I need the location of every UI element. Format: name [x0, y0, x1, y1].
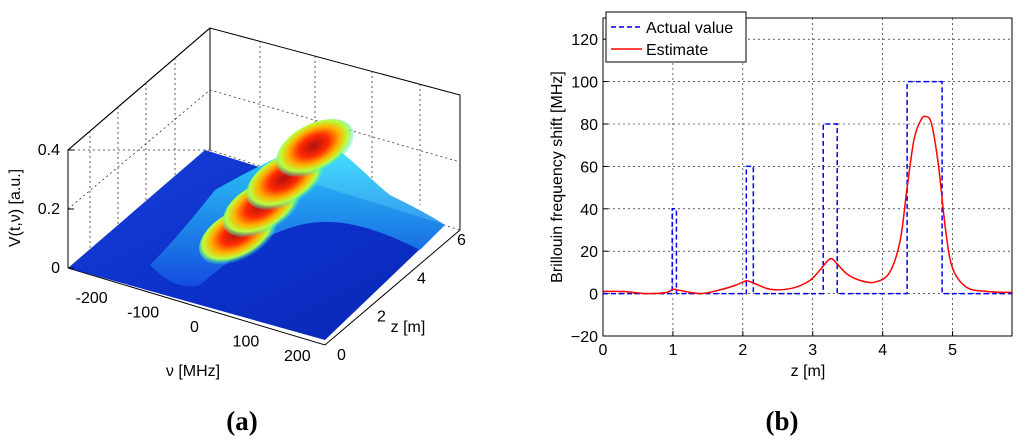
y-tick-label: 0 [589, 287, 598, 304]
surface-xlabel: ν [MHz] [166, 363, 220, 380]
legend-label-estimate: Estimate [646, 42, 708, 59]
v-tick-label: 0.4 [38, 142, 60, 159]
legend: Actual value Estimate [605, 11, 747, 63]
z-tick-label: 6 [457, 232, 466, 249]
plot-xlabel: z [m] [791, 363, 826, 380]
nu-tick-labels: -200 -100 0 100 200 [76, 290, 311, 365]
z-tick-label: 0 [337, 347, 346, 364]
y-tick-label: 100 [571, 75, 598, 92]
legend-box [605, 11, 747, 63]
y-tick-label: 120 [571, 32, 598, 49]
z-tick-label: 2 [377, 309, 386, 326]
surface-peaks [199, 119, 354, 265]
nu-tick-label: -200 [76, 290, 108, 307]
x-tick-label: 5 [948, 342, 957, 359]
surface-zlabel: V(t,ν) [a.u.] [7, 169, 24, 247]
surface-plot-panel: 0 0.2 0.4 -200 -100 0 100 200 0 2 4 6 V(t,ν) [a.u… [7, 27, 466, 436]
nu-tick-label: 0 [190, 319, 199, 336]
legend-label-actual: Actual value [646, 20, 733, 37]
plot-grid [602, 18, 1012, 337]
z-tick-label: 4 [417, 270, 426, 287]
nu-tick-label: 100 [233, 333, 260, 350]
plot-series [603, 80, 1012, 295]
surface-ylabel: z [m] [391, 319, 426, 336]
y-tick-labels: −20 0 20 40 60 80 100 120 [571, 32, 598, 346]
panel-label-b: (b) [766, 406, 799, 436]
v-tick-label: 0 [51, 260, 60, 277]
x-tick-label: 3 [808, 342, 817, 359]
v-tick-label: 0.2 [38, 201, 60, 218]
x-tick-label: 0 [599, 342, 608, 359]
nu-tick-label: 200 [284, 348, 311, 365]
plot-frame [602, 17, 1013, 337]
series-estimate-line [603, 115, 1012, 295]
x-tick-label: 4 [878, 342, 887, 359]
y-tick-label: −20 [571, 329, 598, 346]
y-tick-label: 60 [580, 159, 598, 176]
z-tick-labels: 0 2 4 6 [337, 232, 466, 364]
x-tick-labels: 0 1 2 3 4 5 [599, 342, 958, 359]
plot-ylabel: Brillouin frequency shift [MHz] [549, 71, 566, 283]
y-tick-label: 80 [580, 117, 598, 134]
x-tick-label: 1 [668, 342, 677, 359]
y-tick-label: 20 [580, 244, 598, 261]
panel-label-a: (a) [226, 406, 257, 436]
v-tick-labels: 0 0.2 0.4 [38, 142, 74, 277]
x-tick-label: 2 [738, 342, 747, 359]
surface-peak [276, 119, 354, 177]
nu-tick-label: -100 [127, 305, 159, 322]
series-actual-value-line [603, 80, 1012, 295]
y-tick-label: 40 [580, 202, 598, 219]
